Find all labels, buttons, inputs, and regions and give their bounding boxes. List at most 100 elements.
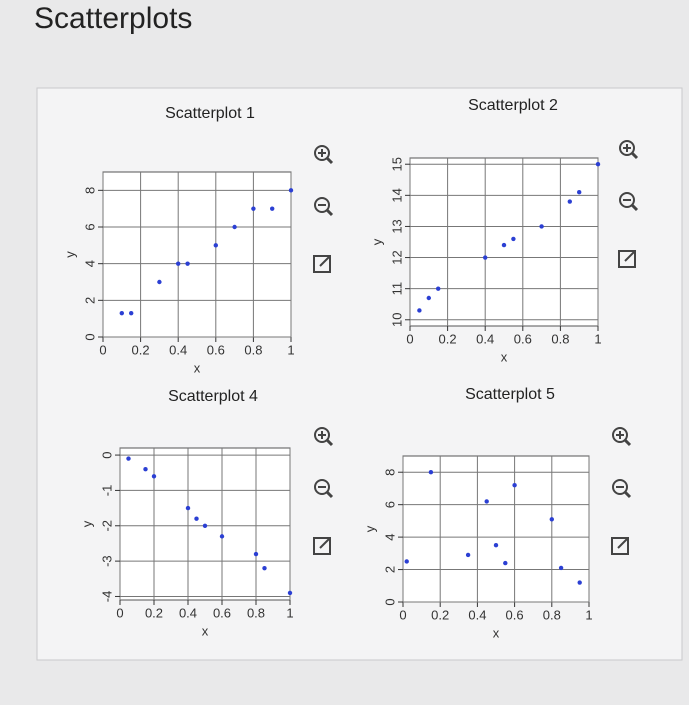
point — [595, 162, 601, 167]
y-tick-label: 14 — [389, 188, 404, 202]
point — [251, 206, 256, 211]
open-button[interactable] — [611, 537, 629, 555]
zoom-out-button[interactable] — [619, 192, 639, 212]
icon — [623, 438, 632, 447]
chart-title: Scatterplot 1 — [165, 105, 255, 122]
y-tick-label: 12 — [389, 250, 404, 264]
icon — [630, 203, 639, 212]
point — [270, 206, 275, 211]
y-tick-label: 11 — [389, 282, 404, 296]
icon — [314, 145, 330, 161]
zoom-in-button[interactable] — [314, 427, 334, 447]
point — [194, 516, 199, 521]
point — [157, 279, 162, 285]
point — [539, 224, 544, 229]
open-button[interactable] — [618, 250, 636, 268]
zoom-in-button[interactable] — [314, 145, 334, 165]
x-tick-label: 0.2 — [132, 342, 150, 357]
y-tick-label: 15 — [389, 157, 404, 171]
point — [501, 242, 507, 248]
point — [176, 261, 181, 266]
point — [219, 534, 225, 539]
x-tick-label: 1 — [585, 607, 592, 622]
x-tick-label: 1 — [594, 331, 601, 346]
icon — [325, 208, 334, 217]
icon — [313, 255, 331, 273]
point — [262, 565, 267, 571]
point — [577, 190, 582, 195]
icon — [313, 537, 331, 555]
x-tick-label: 0 — [99, 342, 106, 357]
x-axis-label: x — [202, 623, 209, 638]
y-tick-label: 13 — [389, 219, 404, 233]
y-tick-label: 8 — [382, 469, 397, 476]
point — [185, 261, 190, 266]
icon — [616, 431, 624, 439]
y-tick-label: -3 — [99, 555, 114, 567]
zoom-in-button[interactable] — [612, 427, 632, 447]
point — [484, 499, 489, 504]
point — [126, 456, 131, 461]
x-tick-label: 0.8 — [244, 342, 262, 357]
y-axis-label: y — [362, 525, 377, 532]
open-button[interactable] — [313, 537, 331, 555]
icon — [314, 197, 330, 213]
icon — [325, 156, 334, 165]
zoom-out-button[interactable] — [314, 479, 334, 499]
icon — [624, 250, 636, 262]
point — [119, 310, 125, 316]
icon — [318, 431, 326, 439]
y-tick-label: 10 — [389, 313, 404, 327]
point — [232, 224, 237, 230]
zoom-in-button[interactable] — [619, 140, 639, 160]
icon — [325, 438, 334, 447]
y-tick-label: 0 — [382, 598, 397, 605]
y-tick-label: 0 — [99, 451, 114, 458]
y-tick-label: 8 — [82, 187, 97, 194]
icon — [619, 140, 635, 156]
y-tick-label: 6 — [382, 501, 397, 508]
x-tick-label: 0 — [406, 331, 413, 346]
point — [202, 523, 208, 528]
x-tick-label: 0 — [399, 607, 406, 622]
y-tick-label: 6 — [82, 223, 97, 230]
zoom-out-button[interactable] — [314, 197, 334, 217]
point — [577, 580, 582, 585]
x-tick-label: 0.4 — [179, 605, 197, 620]
point — [288, 188, 294, 193]
x-tick-label: 0.8 — [543, 607, 561, 622]
x-tick-label: 0.6 — [207, 342, 225, 357]
page-title: Scatterplots — [34, 2, 192, 35]
x-tick-label: 0.2 — [145, 605, 163, 620]
y-tick-label: -2 — [99, 520, 114, 532]
icon — [623, 144, 631, 152]
y-tick-label: 4 — [82, 260, 97, 267]
chart-title: Scatterplot 4 — [168, 388, 258, 405]
zoom-out-button[interactable] — [612, 479, 632, 499]
chart-title: Scatterplot 5 — [465, 386, 555, 403]
open-button[interactable] — [313, 255, 331, 273]
x-axis-label: x — [501, 349, 508, 364]
icon — [612, 427, 628, 443]
point — [558, 565, 564, 571]
x-tick-label: 0.8 — [247, 605, 265, 620]
icon — [619, 192, 635, 208]
point — [503, 560, 508, 566]
point — [511, 236, 516, 242]
icon — [319, 537, 331, 549]
icon — [314, 479, 330, 495]
icon — [611, 537, 629, 555]
y-axis-label: y — [369, 238, 384, 245]
icon — [319, 255, 331, 267]
point — [253, 551, 259, 557]
icon — [314, 427, 330, 443]
point — [417, 308, 422, 313]
y-axis-label: y — [79, 520, 94, 527]
y-tick-label: 0 — [82, 333, 97, 340]
point — [493, 543, 499, 548]
point — [287, 590, 293, 596]
point — [213, 243, 218, 248]
x-axis-label: x — [194, 360, 201, 375]
